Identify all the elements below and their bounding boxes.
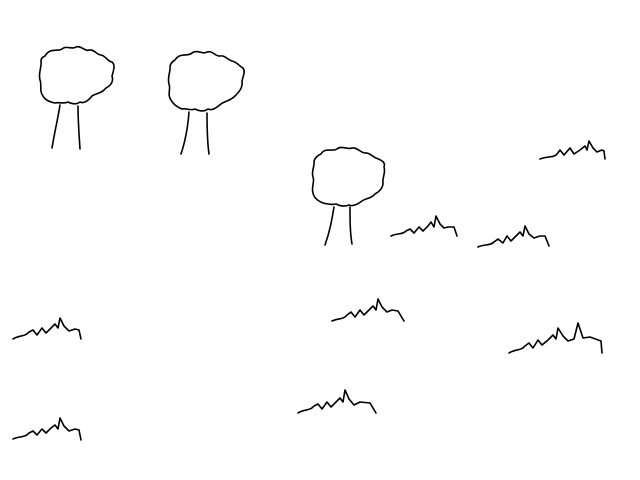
sketch-canvas xyxy=(0,0,640,480)
canvas-background xyxy=(0,0,640,480)
line-drawing xyxy=(0,0,640,480)
